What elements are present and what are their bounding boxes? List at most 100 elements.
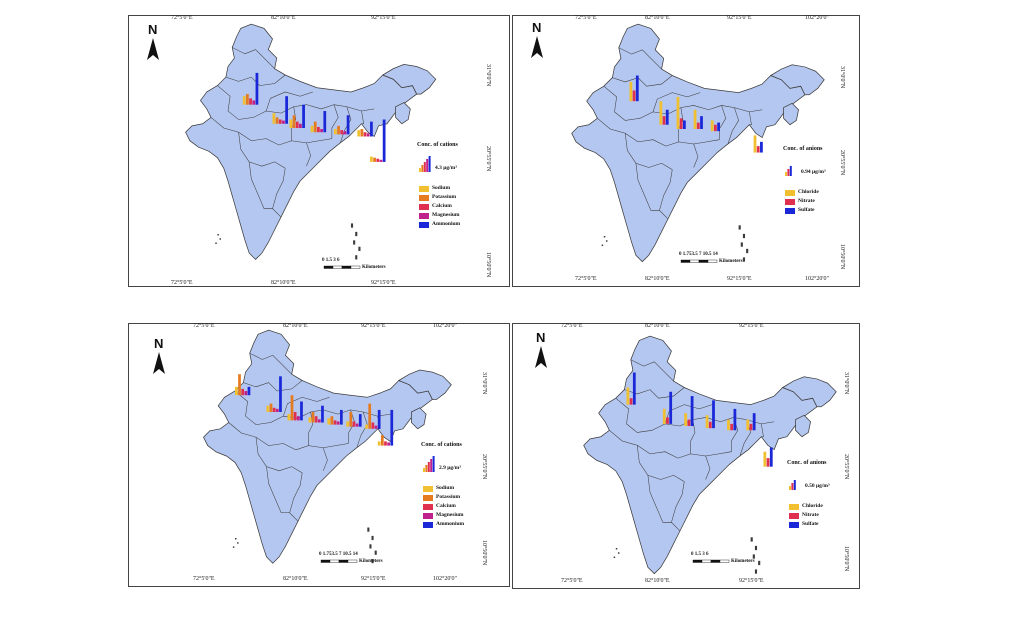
state-boundary — [331, 104, 339, 139]
concentration-bar — [717, 122, 721, 132]
island-mark — [601, 244, 604, 247]
concentration-bar — [662, 116, 666, 125]
concentration-bar — [241, 388, 245, 396]
india-outline — [571, 23, 806, 263]
right-latitude-tick: 10°50'0"N — [839, 244, 845, 270]
legend-swatch — [419, 186, 429, 192]
concentration-bar — [366, 133, 370, 137]
state-boundary — [618, 47, 662, 70]
concentration-bar — [285, 96, 288, 124]
concentration-bar — [365, 424, 368, 429]
legend-bar-glyph — [423, 456, 435, 472]
legend-swatch — [419, 222, 429, 228]
north-label: N — [154, 336, 164, 351]
legend-title: Conc. of anions — [787, 460, 827, 466]
concentration-bar — [252, 100, 256, 105]
state-boundary — [228, 422, 349, 451]
concentration-bar — [327, 418, 331, 425]
legend-title: Conc. of cations — [421, 442, 462, 448]
state-boundary — [272, 168, 286, 209]
state-boundary — [232, 47, 275, 69]
state-boundary — [693, 143, 699, 168]
legend-swatch — [789, 504, 799, 510]
legend-bar-glyph — [785, 166, 792, 176]
scale-bar — [320, 559, 358, 563]
legend-swatch — [789, 513, 799, 519]
state-boundary — [210, 117, 332, 146]
right-latitude-tick: 10°50'0"N — [481, 540, 487, 566]
concentration-bar — [302, 104, 305, 128]
northeast-region — [381, 64, 437, 125]
bottom-longitude-tick: 92°15'0"E — [371, 280, 396, 286]
legend-swatch — [419, 204, 429, 210]
state-boundary — [356, 411, 368, 448]
state-boundary — [248, 161, 282, 218]
legend-item-label: Calcium — [436, 503, 456, 509]
bottom-longitude-tick: 82°10'0"E — [645, 578, 670, 584]
concentration-bar — [714, 124, 717, 132]
scale-bar — [323, 265, 361, 269]
state-boundary — [234, 390, 271, 425]
top-longitude-tick: 102°20'0" — [805, 15, 829, 21]
concentration-bar — [255, 72, 259, 105]
bottom-longitude-tick: 72°5'0"E — [193, 576, 215, 582]
right-latitude-tick: 31°0'0"N — [843, 372, 849, 395]
island-mark — [232, 546, 235, 548]
concentration-bar — [666, 417, 669, 424]
concentration-bar — [300, 401, 303, 421]
legend-item-label: Nitrate — [802, 512, 819, 518]
island-mark — [215, 242, 217, 244]
concentration-bar — [321, 405, 324, 423]
scale-bar — [680, 259, 718, 263]
concentration-bar — [340, 409, 343, 425]
concentration-bar — [377, 441, 381, 446]
india-landmass — [185, 23, 437, 260]
map-panel-cations-top: N 72°5'0"E 82°10'0"E 92°15'0"E 72°5'0"E 82°10… — [128, 15, 510, 287]
right-latitude-tick: 20°55'0"N — [843, 454, 849, 480]
island-mark — [355, 231, 358, 237]
legend-swatch — [423, 486, 433, 492]
legend-item-label: Potassium — [432, 194, 457, 200]
concentration-bar — [370, 156, 373, 162]
state-boundary — [635, 163, 669, 220]
top-longitude-tick: 92°15'0"E — [371, 15, 396, 21]
india-landmass — [583, 335, 837, 575]
island-mark — [754, 545, 758, 551]
state-boundary — [266, 466, 299, 522]
concentration-bar — [242, 96, 246, 105]
top-longitude-tick: 82°10'0"E — [645, 15, 670, 21]
legend-item-label: Chloride — [798, 189, 819, 195]
island-mark — [754, 569, 758, 574]
right-latitude-tick: 20°55'0"N — [839, 150, 845, 176]
island-mark — [374, 550, 377, 555]
right-latitude-tick: 31°0'0"N — [481, 372, 487, 395]
india-outline — [203, 329, 433, 564]
scale-bar — [692, 559, 730, 563]
concentration-bar — [752, 413, 756, 431]
concentration-bar — [349, 412, 353, 427]
concentration-bar — [746, 419, 750, 431]
concentration-bar — [676, 96, 680, 129]
state-boundary — [238, 132, 286, 169]
concentration-bar — [766, 458, 770, 467]
concentration-bar — [710, 120, 714, 132]
concentration-bar — [323, 111, 327, 133]
north-arrow-icon — [147, 38, 159, 60]
state-boundary — [612, 75, 673, 87]
concentration-bar — [693, 109, 697, 129]
island-mark — [353, 240, 356, 245]
concentration-bar — [266, 405, 270, 412]
island-mark — [358, 246, 361, 251]
concentration-bar — [380, 435, 384, 446]
concentration-bar — [272, 407, 276, 412]
scale-bar-numbers: 0 1.753.5 7 10.5 14 — [319, 552, 358, 557]
india-landmass — [571, 23, 825, 263]
concentration-bar — [360, 129, 364, 137]
concentration-bar — [659, 101, 663, 125]
legend-swatch — [423, 504, 433, 510]
state-boundary — [283, 397, 330, 417]
legend-title: Conc. of cations — [417, 142, 458, 148]
india-landmass — [203, 329, 452, 564]
concentration-bar — [632, 372, 636, 405]
concentration-bar — [363, 132, 367, 137]
